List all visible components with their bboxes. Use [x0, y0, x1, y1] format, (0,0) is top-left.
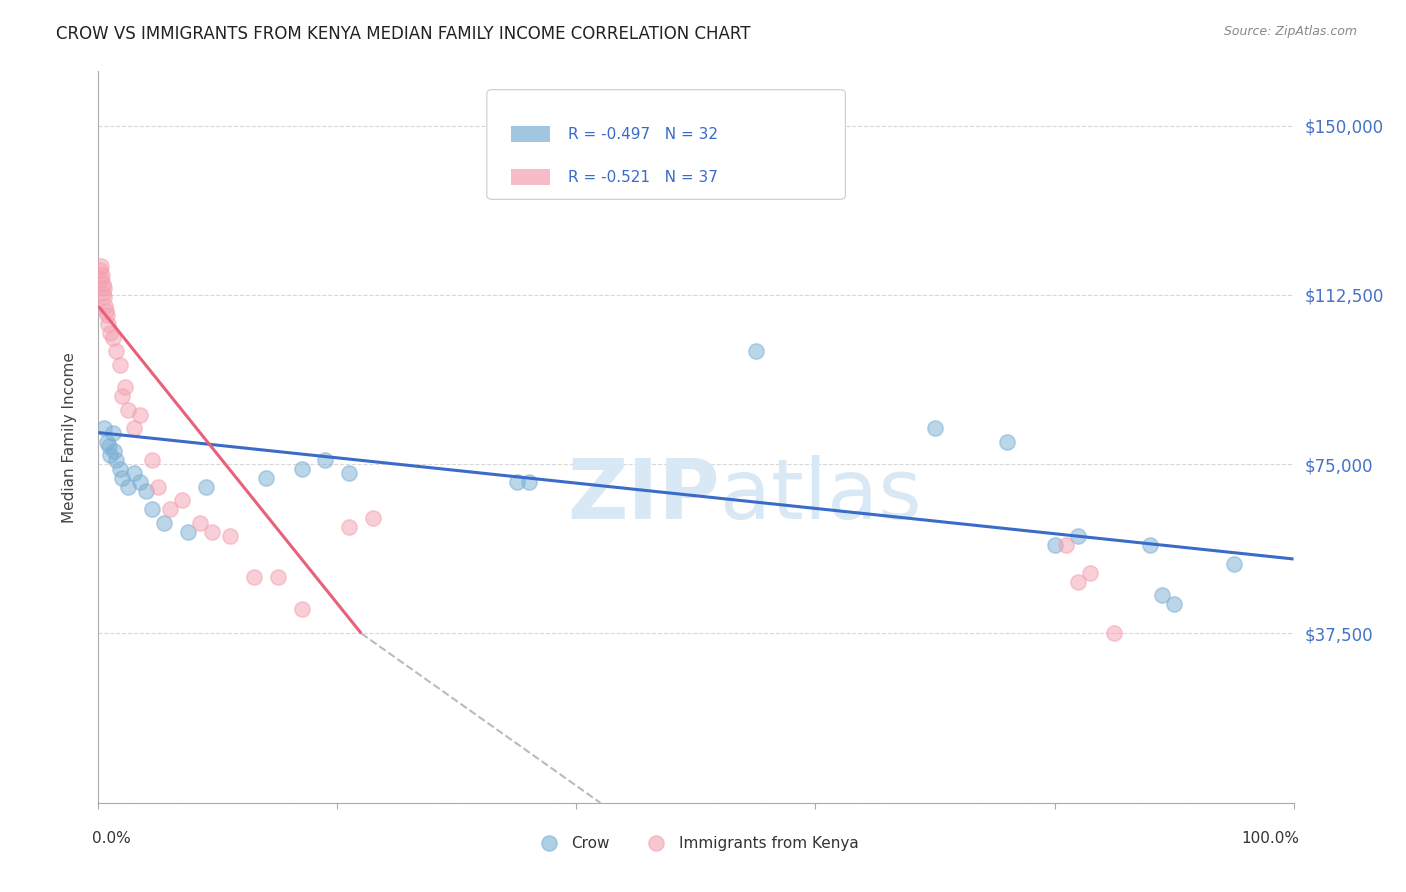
- Text: R = -0.521   N = 37: R = -0.521 N = 37: [568, 169, 718, 185]
- Point: [1163, 597, 1185, 611]
- Point: [108, 461, 131, 475]
- Point: [98, 439, 121, 453]
- Point: [148, 480, 170, 494]
- Point: [111, 389, 134, 403]
- Point: [91, 277, 114, 291]
- Point: [924, 421, 946, 435]
- Point: [153, 516, 176, 530]
- Point: [129, 475, 152, 490]
- Point: [94, 303, 117, 318]
- Point: [111, 471, 134, 485]
- Point: [94, 299, 117, 313]
- Point: [124, 421, 146, 435]
- Point: [91, 268, 114, 282]
- Point: [315, 452, 337, 467]
- Point: [114, 380, 136, 394]
- Point: [291, 461, 314, 475]
- FancyBboxPatch shape: [510, 127, 550, 143]
- Point: [96, 308, 118, 322]
- Point: [195, 480, 218, 494]
- Point: [124, 466, 146, 480]
- Point: [135, 484, 157, 499]
- Point: [506, 475, 529, 490]
- Point: [1067, 574, 1090, 589]
- Text: R = -0.497   N = 32: R = -0.497 N = 32: [568, 127, 718, 142]
- Point: [243, 570, 266, 584]
- Point: [105, 344, 128, 359]
- Point: [177, 524, 200, 539]
- Point: [117, 403, 139, 417]
- Point: [93, 290, 115, 304]
- Point: [103, 443, 125, 458]
- FancyBboxPatch shape: [486, 90, 845, 200]
- Point: [129, 408, 152, 422]
- Point: [101, 331, 124, 345]
- Point: [188, 516, 211, 530]
- Text: CROW VS IMMIGRANTS FROM KENYA MEDIAN FAMILY INCOME CORRELATION CHART: CROW VS IMMIGRANTS FROM KENYA MEDIAN FAM…: [56, 25, 751, 43]
- Point: [141, 452, 163, 467]
- Text: 0.0%: 0.0%: [93, 831, 131, 846]
- Point: [105, 452, 128, 467]
- Point: [108, 358, 131, 372]
- Point: [339, 466, 361, 480]
- Y-axis label: Median Family Income: Median Family Income: [62, 351, 77, 523]
- Point: [1056, 538, 1078, 552]
- Point: [101, 425, 124, 440]
- Point: [89, 263, 111, 277]
- Point: [97, 317, 120, 331]
- Point: [1223, 557, 1246, 571]
- Point: [267, 570, 290, 584]
- Point: [91, 285, 114, 300]
- Point: [363, 511, 385, 525]
- Point: [219, 529, 242, 543]
- Text: ZIP: ZIP: [568, 455, 720, 536]
- Point: [93, 421, 115, 435]
- Point: [117, 480, 139, 494]
- Point: [254, 471, 277, 485]
- Point: [96, 434, 118, 449]
- Point: [517, 475, 540, 490]
- Text: Source: ZipAtlas.com: Source: ZipAtlas.com: [1223, 25, 1357, 38]
- Point: [201, 524, 224, 539]
- Point: [93, 281, 115, 295]
- Point: [1080, 566, 1102, 580]
- Point: [1067, 529, 1090, 543]
- Point: [141, 502, 163, 516]
- Point: [159, 502, 181, 516]
- Point: [1152, 588, 1174, 602]
- Point: [745, 344, 768, 359]
- Point: [98, 326, 122, 341]
- Point: [172, 493, 194, 508]
- Point: [90, 272, 112, 286]
- Point: [291, 601, 314, 615]
- Text: 100.0%: 100.0%: [1241, 831, 1299, 846]
- Point: [98, 448, 122, 462]
- Point: [339, 520, 361, 534]
- Point: [995, 434, 1018, 449]
- FancyBboxPatch shape: [510, 169, 550, 186]
- Text: atlas: atlas: [720, 455, 921, 536]
- Point: [1043, 538, 1066, 552]
- Point: [1139, 538, 1161, 552]
- Point: [1104, 626, 1126, 640]
- Point: [90, 259, 112, 273]
- Legend: Crow, Immigrants from Kenya: Crow, Immigrants from Kenya: [527, 830, 865, 857]
